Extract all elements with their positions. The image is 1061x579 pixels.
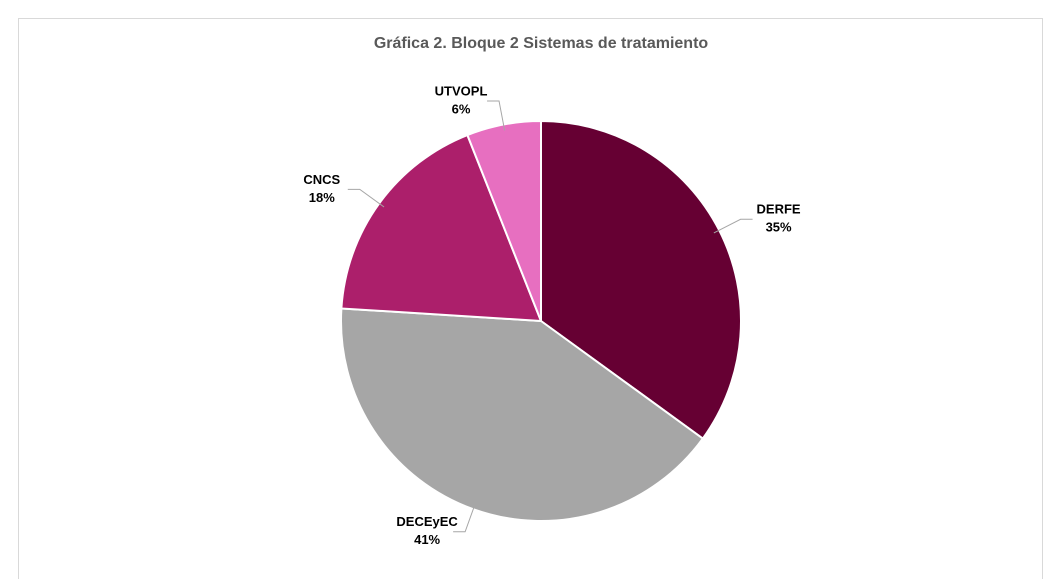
leader-line xyxy=(713,218,753,234)
data-label-name: UTVOPL xyxy=(435,83,488,98)
data-label-name: DERFE xyxy=(757,202,801,217)
data-label-name: DECEyEC xyxy=(396,514,458,529)
data-label-value: 41% xyxy=(414,532,440,547)
leader-line xyxy=(487,100,506,131)
data-label-value: 35% xyxy=(766,220,792,235)
leader-line xyxy=(453,503,476,533)
leader-line xyxy=(347,188,385,208)
data-label-value: 6% xyxy=(452,101,471,116)
data-label-value: 18% xyxy=(309,190,335,205)
data-label-name: CNCS xyxy=(303,172,340,187)
chart-title: Gráfica 2. Bloque 2 Sistemas de tratamie… xyxy=(374,35,709,52)
